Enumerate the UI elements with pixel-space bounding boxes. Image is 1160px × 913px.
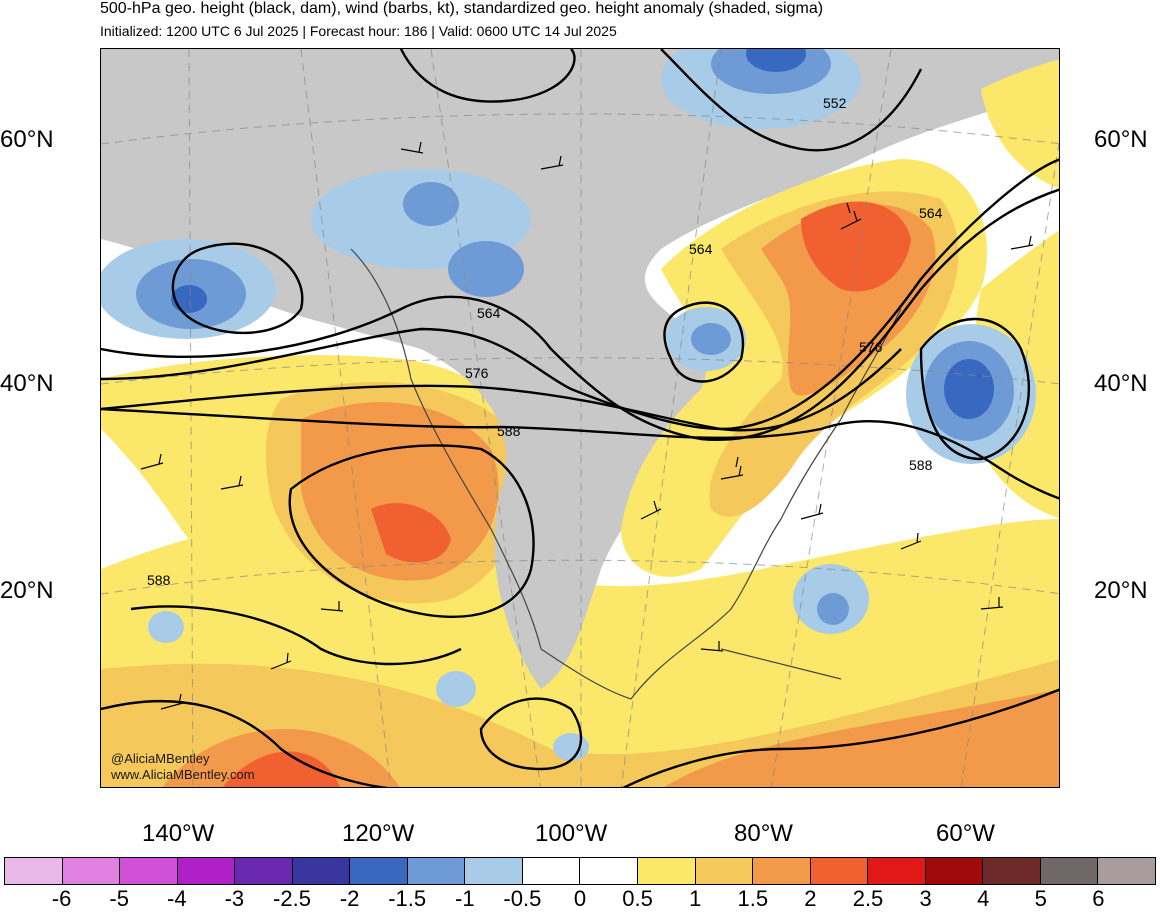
colorbar-tick-label: 2	[804, 886, 817, 911]
colorbar-swatch	[407, 858, 466, 884]
colorbar-swatch	[465, 858, 523, 884]
colorbar-tick-label: 2.5	[852, 886, 884, 911]
contour-label: 588	[497, 423, 521, 439]
colorbar-swatch	[62, 858, 121, 884]
colorbar-swatch	[753, 858, 811, 884]
colorbar-tick-label: -0.5	[503, 886, 542, 911]
colorbar-tick-label: -4	[167, 886, 187, 911]
contour-label: 564	[689, 241, 713, 257]
lat-label-right: 40°N	[1094, 370, 1148, 397]
colorbar-tick-label: -2	[339, 886, 360, 911]
colorbar-swatch	[1040, 858, 1099, 884]
colorbar-swatch	[695, 858, 754, 884]
colorbar-swatch	[522, 858, 581, 884]
contour-label: 564	[919, 205, 943, 221]
colorbar-tick-label: 0	[573, 886, 587, 911]
colorbar-tick-label: 1	[689, 886, 702, 911]
colorbar-tick-label: -3	[224, 886, 245, 911]
anomaly-colorbar	[4, 857, 1156, 885]
colorbar-tick-label: 6	[1092, 886, 1105, 911]
lat-label-left: 20°N	[0, 577, 54, 604]
colorbar-tick-label: -5	[109, 886, 129, 911]
colorbar-swatch	[5, 858, 63, 884]
credit-handle: @AliciaMBentley	[111, 751, 210, 766]
colorbar-tick-label: -1.5	[388, 886, 427, 911]
colorbar-swatch	[925, 858, 984, 884]
map-title: 500-hPa geo. height (black, dam), wind (…	[100, 0, 824, 17]
lon-label: 80°W	[734, 820, 793, 847]
colorbar-tick-label: 3	[919, 886, 932, 911]
lon-label: 120°W	[342, 820, 415, 847]
colorbar-swatch	[983, 858, 1041, 884]
lat-label-left: 60°N	[0, 126, 54, 153]
colorbar-swatch	[235, 858, 293, 884]
lat-label-left: 40°N	[0, 370, 54, 397]
colorbar-tick-label: 0.5	[622, 886, 653, 911]
lon-label: 140°W	[142, 820, 215, 847]
colorbar-tick-label: -1	[455, 886, 475, 911]
lat-label-right: 20°N	[1094, 577, 1148, 604]
contour-label: 552	[823, 95, 847, 111]
colorbar-swatch	[292, 858, 351, 884]
lon-label: 100°W	[535, 820, 608, 847]
anomaly-map-svg	[101, 49, 1059, 787]
contour-label: 588	[147, 572, 171, 588]
colorbar-swatch	[868, 858, 926, 884]
contour-label: 576	[465, 365, 489, 381]
lat-label-right: 60°N	[1094, 126, 1148, 153]
colorbar-swatch	[638, 858, 696, 884]
contour-label: 588	[909, 457, 933, 473]
colorbar-tick-label: 5	[1034, 886, 1047, 911]
contour-label: 576	[859, 339, 883, 355]
colorbar-swatch	[120, 858, 178, 884]
colorbar-swatch	[580, 858, 639, 884]
colorbar-tick-label: -2.5	[273, 886, 311, 911]
colorbar-tick-label: 1.5	[737, 886, 769, 911]
map-panel: 552 564 564 564 576 576 588 588 588 @Ali…	[100, 48, 1060, 788]
colorbar-swatch	[810, 858, 869, 884]
credit-url: www.AliciaMBentley.com	[111, 767, 255, 782]
lon-label: 60°W	[936, 820, 995, 847]
colorbar-swatch	[177, 858, 236, 884]
colorbar-swatch	[1098, 858, 1155, 884]
colorbar-swatch	[350, 858, 408, 884]
colorbar-tick-label: -6	[51, 886, 72, 911]
colorbar-tick-label: 4	[977, 886, 990, 911]
contour-label: 564	[477, 305, 501, 321]
map-subtitle: Initialized: 1200 UTC 6 Jul 2025 | Forec…	[100, 23, 617, 39]
